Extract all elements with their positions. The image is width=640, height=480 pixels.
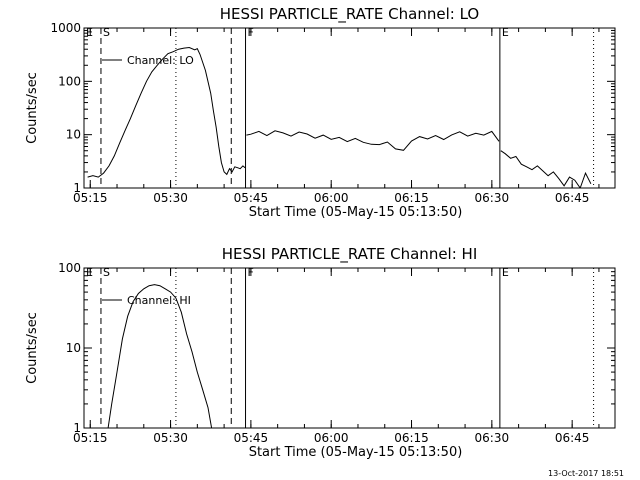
event-marker-label: F: [248, 26, 254, 39]
y-tick-label: 100: [58, 261, 81, 275]
x-tick-label: 06:30: [475, 431, 510, 445]
x-tick-label: 06:15: [394, 191, 429, 205]
x-tick-label: 06:00: [314, 191, 349, 205]
y-tick-label: 1000: [50, 21, 81, 35]
y-tick-label: 1: [73, 421, 81, 435]
chart-title: HESSI PARTICLE_RATE Channel: HI: [222, 245, 478, 264]
series-line: [107, 284, 213, 428]
chart-panel-hi: HESSI PARTICLE_RATE Channel: HI 05:15 05:3…: [25, 245, 616, 460]
x-tick-label: 06:30: [475, 191, 510, 205]
footer-timestamp: 13-Oct-2017 18:51: [548, 469, 624, 478]
plot-frame: [83, 267, 616, 429]
x-tick-label: 05:30: [153, 431, 188, 445]
event-marker-label: E: [86, 266, 93, 279]
legend-label: Channel: LO: [127, 54, 194, 67]
x-tick-label: 05:15: [73, 431, 108, 445]
series-line: [87, 46, 246, 178]
x-tick-label: 06:00: [314, 431, 349, 445]
series-line: [246, 130, 500, 151]
y-tick-label: 10: [66, 128, 81, 142]
event-marker-label: F: [248, 266, 254, 279]
x-tick-label: 05:45: [234, 431, 269, 445]
y-tick-label: 1: [73, 181, 81, 195]
x-tick-label: 05:15: [73, 191, 108, 205]
event-marker-label: E: [502, 26, 509, 39]
chart-title: HESSI PARTICLE_RATE Channel: LO: [220, 5, 479, 24]
event-marker-label: E: [86, 26, 93, 39]
event-marker-label: S: [103, 26, 110, 39]
y-axis-label: Counts/sec: [25, 72, 40, 144]
plot-frame: [83, 27, 616, 189]
y-axis-label: Counts/sec: [25, 312, 40, 384]
y-tick-label: 100: [58, 74, 81, 88]
series-line: [500, 150, 592, 188]
x-tick-label: 05:30: [153, 191, 188, 205]
x-tick-label: 06:45: [555, 191, 590, 205]
x-tick-label: 05:45: [234, 191, 269, 205]
x-axis-label: Start Time (05-May-15 05:13:50): [249, 205, 463, 220]
x-tick-label: 06:45: [555, 431, 590, 445]
x-tick-label: 06:15: [394, 431, 429, 445]
y-tick-label: 10: [66, 341, 81, 355]
x-axis-label: Start Time (05-May-15 05:13:50): [249, 445, 463, 460]
event-marker-label: S: [103, 266, 110, 279]
chart-panel-lo: HESSI PARTICLE_RATE Channel: LO 05:15 05:3…: [25, 5, 616, 220]
event-marker-label: E: [502, 266, 509, 279]
